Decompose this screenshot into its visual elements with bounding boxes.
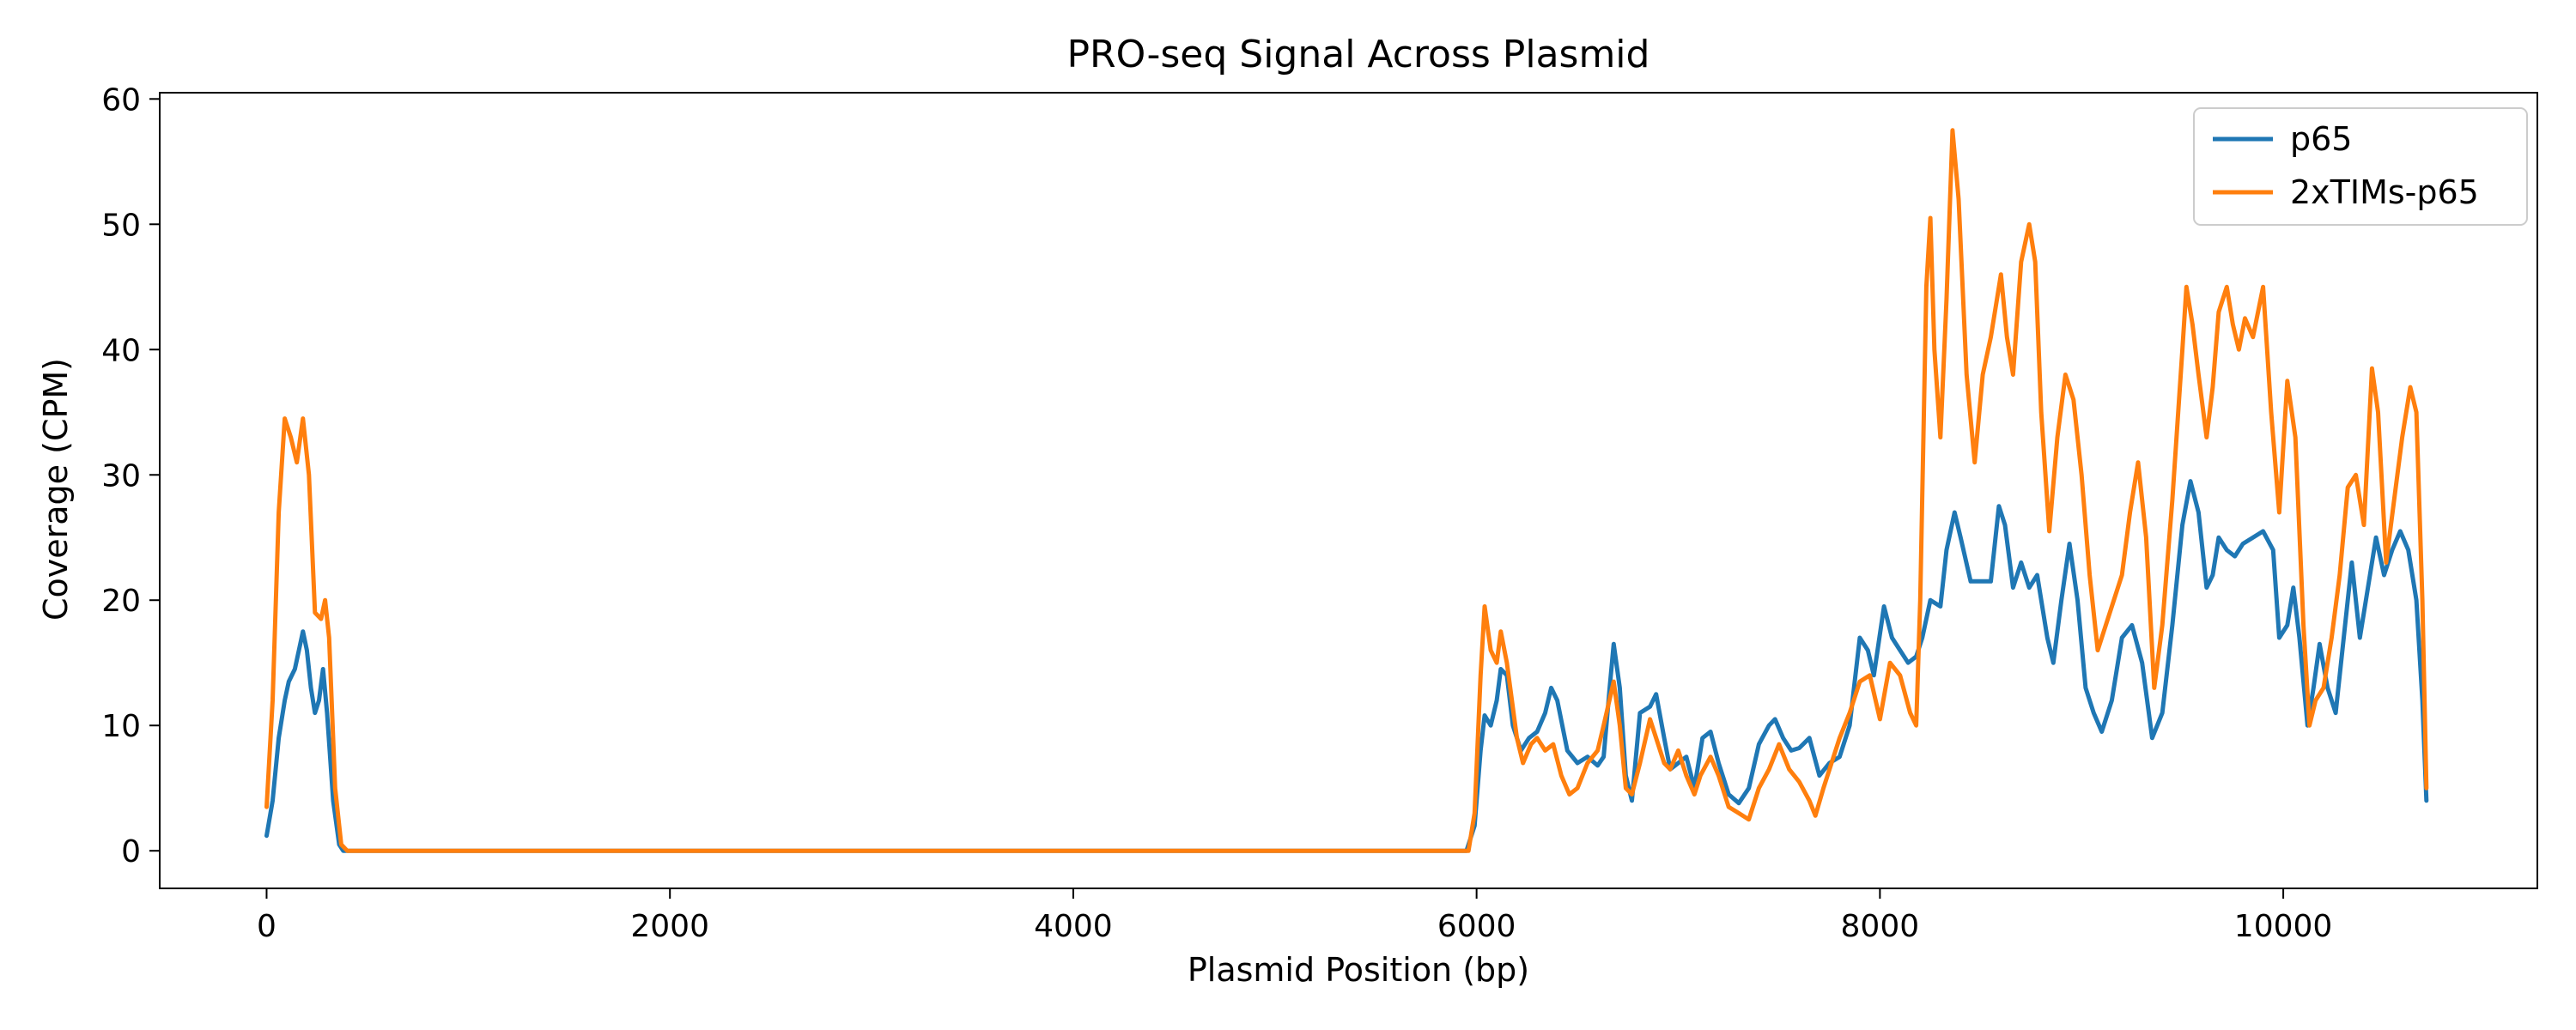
legend-label-1: p65 bbox=[2290, 120, 2352, 158]
plot-area bbox=[264, 128, 2429, 853]
axis-ticks: 0 2000 4000 6000 8000 10000 0 10 20 30 40 50 60 bbox=[101, 82, 2538, 944]
x-tick-label: 0 bbox=[257, 909, 276, 944]
x-tick-label: 6000 bbox=[1437, 909, 1516, 944]
y-tick-label: 40 bbox=[101, 333, 141, 368]
legend-label-2: 2xTIMs-p65 bbox=[2290, 173, 2479, 211]
x-tick-label: 2000 bbox=[630, 909, 709, 944]
series-line-2 bbox=[264, 128, 2429, 853]
y-tick-label: 60 bbox=[101, 82, 141, 118]
axes-frame bbox=[159, 92, 2538, 889]
chart-title: PRO-seq Signal Across Plasmid bbox=[1067, 33, 1650, 76]
legend-box bbox=[2193, 107, 2528, 226]
y-tick-label: 50 bbox=[101, 208, 141, 243]
y-axis-label: Coverage (CPM) bbox=[37, 358, 75, 621]
y-tick-label: 30 bbox=[101, 458, 141, 494]
x-tick-label: 10000 bbox=[2234, 909, 2333, 944]
legend: p65 2xTIMs-p65 bbox=[2193, 107, 2528, 226]
series-line-1 bbox=[264, 479, 2429, 853]
y-tick-label: 10 bbox=[101, 709, 141, 744]
x-tick-label: 4000 bbox=[1034, 909, 1113, 944]
y-tick-label: 20 bbox=[101, 584, 141, 619]
x-tick-label: 8000 bbox=[1841, 909, 1920, 944]
x-axis-label: Plasmid Position (bp) bbox=[1188, 951, 1529, 989]
y-tick-label: 0 bbox=[121, 834, 141, 869]
